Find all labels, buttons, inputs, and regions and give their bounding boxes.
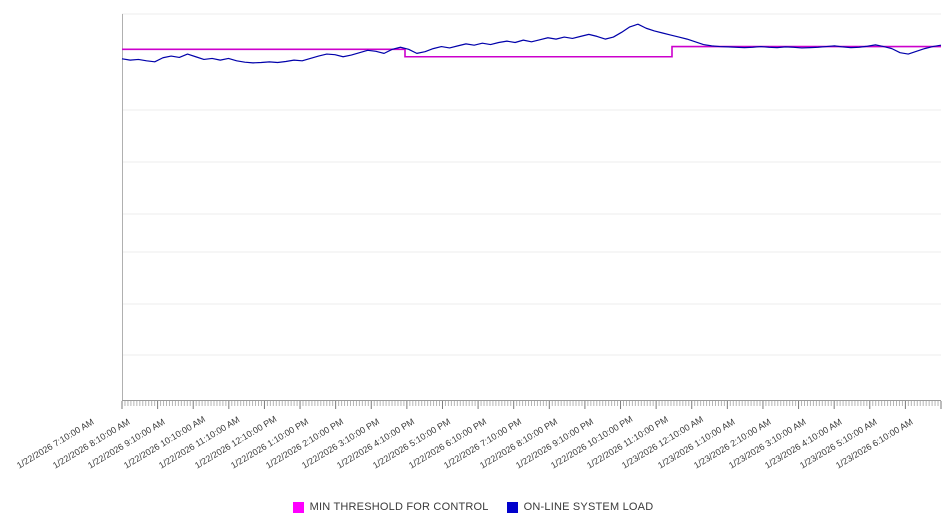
chart-legend: MIN THRESHOLD FOR CONTROL ON-LINE SYSTEM… (0, 496, 946, 518)
series-line-on-line-system-load (121, 23, 942, 64)
legend-item-min-threshold-for-control[interactable]: MIN THRESHOLD FOR CONTROL (292, 501, 489, 513)
series-line-min-threshold-for-control (122, 45, 941, 58)
legend-item-on-line-system-load[interactable]: ON-LINE SYSTEM LOAD (506, 501, 654, 513)
legend-label-min-threshold-for-control: MIN THRESHOLD FOR CONTROL (309, 501, 489, 513)
legend-swatch-blue (506, 501, 518, 513)
legend-swatch-magenta (292, 501, 304, 513)
legend-label-on-line-system-load: ON-LINE SYSTEM LOAD (523, 501, 654, 513)
